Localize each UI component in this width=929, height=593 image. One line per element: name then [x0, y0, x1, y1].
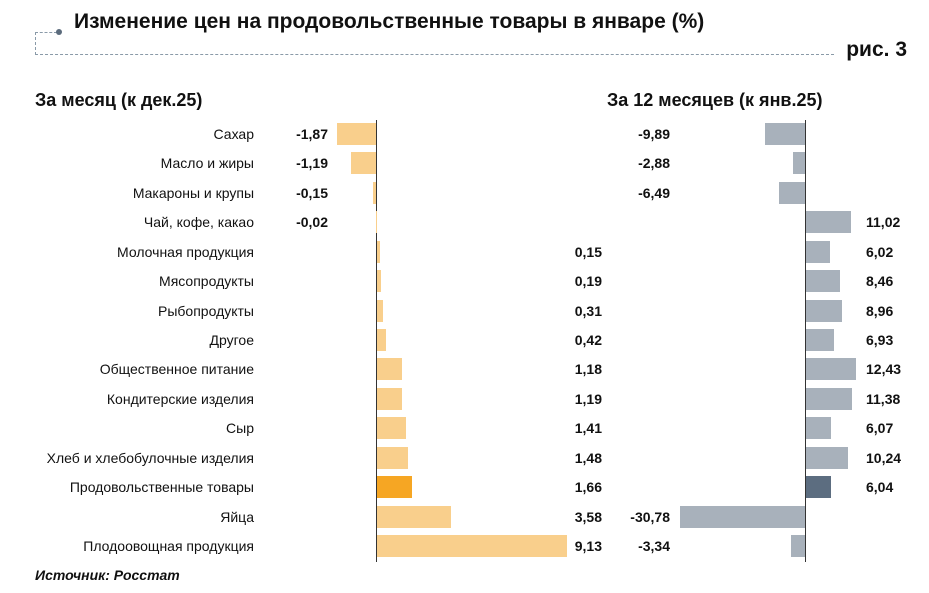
- chart-title: Изменение цен на продовольственные товар…: [74, 10, 705, 33]
- title-frame-top: [35, 32, 57, 33]
- category-label: Рыбопродукты: [158, 302, 254, 319]
- data-label: -30,78: [630, 508, 670, 525]
- category-label: Кондитерские изделия: [106, 390, 254, 407]
- data-label: 0,19: [574, 273, 602, 290]
- data-label: 6,02: [866, 243, 894, 260]
- panel-title-year: За 12 месяцев (к янв.25): [607, 90, 823, 110]
- data-label: 1,18: [574, 361, 602, 378]
- bar: [791, 535, 805, 558]
- bar: [377, 329, 386, 351]
- category-label: Продовольственные товары: [69, 479, 254, 496]
- bar: [806, 446, 848, 469]
- bar: [351, 152, 376, 175]
- figure-label: рис. 3: [846, 38, 907, 61]
- data-label: 0,42: [574, 332, 602, 348]
- data-label: 3,58: [574, 508, 602, 525]
- panel-title-month: За месяц (к дек.25): [35, 90, 203, 110]
- data-label: -0,15: [296, 184, 328, 201]
- data-label: -1,19: [296, 155, 328, 172]
- data-label: 1,48: [574, 449, 602, 466]
- category-label: Плодоовощная продукция: [83, 538, 254, 555]
- data-label: 1,66: [574, 479, 602, 496]
- data-label: -3,34: [638, 538, 670, 555]
- bar: [764, 123, 805, 145]
- data-label: 9,13: [574, 538, 602, 555]
- data-label: -1,87: [296, 126, 328, 142]
- category-label: Макароны и крупы: [132, 184, 254, 201]
- category-label: Чай, кофе, какао: [143, 214, 254, 231]
- bar: [793, 152, 805, 175]
- bar: [372, 181, 376, 204]
- axis-line: [805, 120, 806, 562]
- bar: [377, 505, 452, 528]
- source-note: Источник: Росстат: [35, 567, 180, 583]
- data-label: 11,38: [866, 390, 901, 407]
- title-dot: [56, 29, 62, 35]
- category-label: Общественное питание: [99, 361, 254, 378]
- data-label: 12,43: [866, 361, 902, 378]
- data-label: -6,49: [638, 184, 670, 201]
- category-label: Хлеб и хлебобулочные изделия: [46, 449, 254, 466]
- data-label: 8,96: [866, 302, 894, 319]
- data-label: 6,04: [866, 479, 894, 496]
- bar: [377, 476, 412, 499]
- bar: [806, 476, 831, 499]
- bar: [806, 417, 831, 440]
- bar: [806, 240, 831, 263]
- data-label: 6,93: [866, 332, 894, 348]
- bar: [806, 329, 835, 351]
- data-label: -2,88: [638, 155, 670, 172]
- bar: [375, 211, 378, 234]
- data-label: -0,02: [296, 214, 328, 231]
- bar: [806, 387, 853, 410]
- bar: [377, 387, 402, 410]
- category-label: Мясопродукты: [159, 273, 254, 290]
- bar: [806, 211, 851, 234]
- axis-line: [376, 120, 377, 562]
- bar: [778, 181, 805, 204]
- data-label: 6,07: [866, 420, 894, 437]
- data-label: -9,89: [638, 126, 670, 142]
- bar: [806, 299, 843, 322]
- bar: [680, 505, 805, 528]
- bar: [377, 446, 408, 469]
- data-label: 10,24: [866, 449, 902, 466]
- data-label: 1,41: [574, 420, 602, 437]
- title-frame: [35, 32, 834, 55]
- category-label: Сыр: [226, 420, 254, 437]
- data-label: 11,02: [866, 214, 901, 231]
- data-label: 8,46: [866, 273, 894, 290]
- bar: [377, 270, 381, 293]
- bar: [377, 417, 407, 440]
- category-label: Яйца: [220, 508, 254, 525]
- data-label: 0,31: [574, 302, 602, 319]
- category-label: Сахар: [213, 126, 254, 142]
- bar: [377, 535, 567, 558]
- category-label: Молочная продукция: [117, 243, 254, 260]
- bar: [377, 358, 402, 381]
- bar: [806, 358, 857, 381]
- category-label: Другое: [209, 332, 254, 348]
- bar: [806, 270, 841, 293]
- category-label: Масло и жиры: [160, 155, 254, 172]
- bar: [377, 240, 381, 263]
- bar: [337, 123, 376, 145]
- bar: [377, 299, 384, 322]
- data-label: 1,19: [574, 390, 602, 407]
- data-label: 0,15: [574, 243, 602, 260]
